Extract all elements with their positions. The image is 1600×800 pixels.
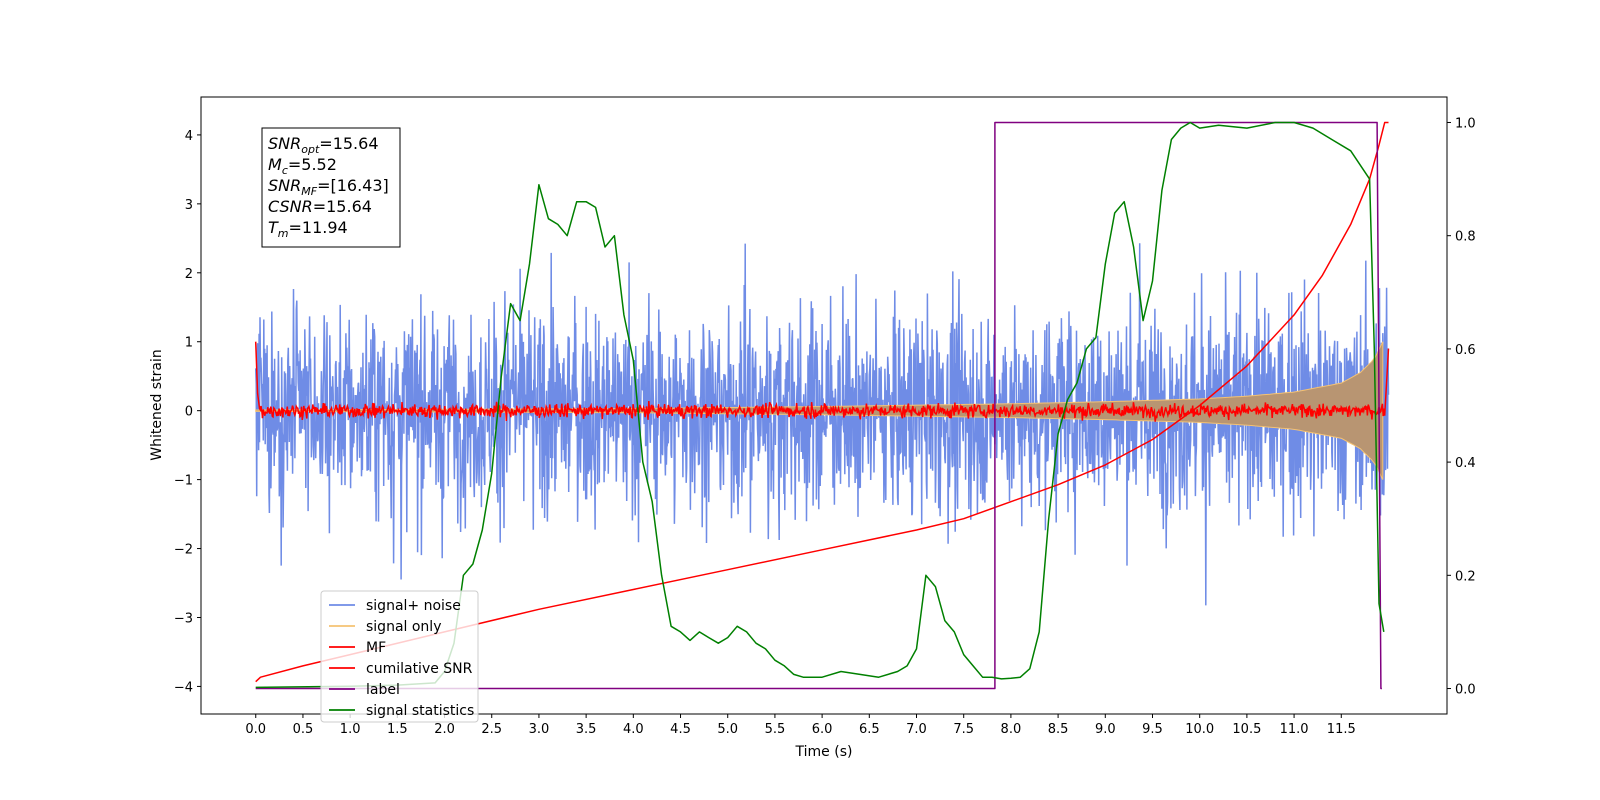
x-tick-label: 0.5 (293, 722, 314, 737)
x-tick-label: 5.5 (765, 722, 786, 737)
legend-label: cumilative SNR (366, 661, 473, 677)
x-tick-label: 1.0 (340, 722, 361, 737)
y2-axis-ticks: 0.0 0.2 0.4 0.6 0.8 1.0 (1447, 116, 1476, 698)
y-tick-label: 4 (185, 129, 193, 144)
y2-tick-label: 0.4 (1455, 456, 1476, 471)
x-tick-label: 2.5 (481, 722, 502, 737)
x-axis-ticks: 0.0 0.5 1.0 1.5 2.0 2.5 3.0 3.5 4.0 4.5 5.0 5.5 6.0 6… (245, 714, 1356, 737)
y-tick-label: 1 (185, 336, 193, 351)
label-line (255, 121, 1382, 690)
plot-area (254, 121, 1390, 690)
signal-statistics-line (255, 121, 1385, 689)
y2-tick-label: 0.8 (1455, 230, 1476, 245)
info-box-line: SNRMF=[16.43] (268, 176, 389, 198)
y-tick-label: −2 (174, 543, 193, 558)
legend-frame (320, 590, 479, 723)
x-tick-label: 10.5 (1232, 722, 1261, 737)
y-tick-label: 0 (185, 405, 193, 420)
x-tick-label: 9.0 (1095, 722, 1116, 737)
x-tick-label: 4.0 (623, 722, 644, 737)
info-box-line: SNRopt=15.64 (268, 134, 379, 156)
legend-label: signal+ noise (366, 598, 461, 614)
info-box-line: CSNR=15.64 (268, 197, 372, 216)
x-tick-label: 6.5 (859, 722, 880, 737)
mf-line (254, 341, 1390, 422)
y2-tick-label: 0.0 (1455, 683, 1476, 698)
y2-tick-label: 0.2 (1455, 569, 1476, 584)
x-tick-label: 8.0 (1001, 722, 1022, 737)
info-box-frame (261, 127, 401, 248)
x-tick-label: 7.5 (953, 722, 974, 737)
info-box-line: Tm=11.94 (268, 218, 348, 240)
signal-statistics-series (255, 121, 1385, 689)
y-tick-label: −3 (174, 611, 193, 626)
info-box: SNRopt=15.64Mc=5.52SNRMF=[16.43]CSNR=15.… (261, 127, 401, 248)
y2-tick-label: 0.6 (1455, 343, 1476, 358)
axes-frame (200, 96, 1448, 715)
x-axis-label: Time (s) (795, 744, 853, 760)
y-tick-label: 2 (185, 267, 193, 282)
y2-tick-label: 1.0 (1455, 116, 1476, 131)
y-tick-label: −4 (174, 680, 193, 695)
x-tick-label: 5.0 (717, 722, 738, 737)
info-box-line: Mc=5.52 (268, 155, 337, 177)
signal-noise-line (254, 243, 1390, 606)
legend-label: MF (366, 640, 386, 656)
x-tick-label: 9.5 (1142, 722, 1163, 737)
x-tick-label: 10.0 (1185, 722, 1214, 737)
legend-label: label (366, 682, 400, 698)
x-tick-label: 6.0 (812, 722, 833, 737)
x-tick-label: 3.5 (576, 722, 597, 737)
legend-label: signal statistics (366, 703, 474, 719)
x-tick-label: 4.5 (670, 722, 691, 737)
x-tick-label: 1.5 (387, 722, 408, 737)
x-tick-label: 2.0 (434, 722, 455, 737)
y-axis-ticks: −4 −3 −2 −1 0 1 2 3 4 (174, 129, 201, 695)
x-tick-label: 7.0 (906, 722, 927, 737)
label-series (255, 121, 1382, 690)
signal-noise-series (254, 243, 1390, 606)
x-tick-label: 8.5 (1048, 722, 1069, 737)
x-tick-label: 3.0 (529, 722, 550, 737)
x-tick-label: 11.5 (1327, 722, 1356, 737)
y-axis-label: Whitened strain (149, 349, 165, 460)
legend-label: signal only (366, 619, 441, 635)
y-tick-label: −1 (174, 474, 193, 489)
x-tick-label: 11.0 (1280, 722, 1309, 737)
mf-series (254, 341, 1390, 422)
x-tick-label: 0.0 (245, 722, 266, 737)
y-tick-label: 3 (185, 198, 193, 213)
legend: signal+ noise signal only MF cumilative SNR… (320, 590, 479, 723)
